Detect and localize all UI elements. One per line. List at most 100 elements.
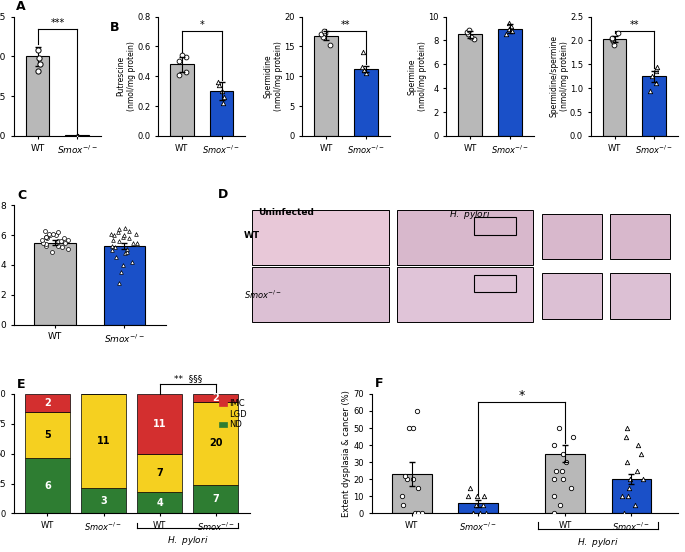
- Point: [181, 52, 192, 61]
- Point: [130, 229, 141, 238]
- Point: [468, 509, 479, 518]
- Point: [124, 233, 135, 242]
- Point: [607, 37, 618, 46]
- Bar: [542, 273, 601, 319]
- Point: [41, 232, 52, 241]
- Text: F: F: [375, 377, 384, 390]
- Point: [471, 501, 482, 509]
- Text: 7: 7: [156, 468, 163, 477]
- Point: [41, 232, 52, 241]
- Point: [549, 492, 560, 501]
- Point: [42, 233, 53, 242]
- Point: [73, 131, 84, 140]
- Point: [63, 235, 74, 244]
- Bar: [193, 485, 238, 513]
- Text: 3: 3: [100, 496, 107, 506]
- Point: [55, 237, 66, 246]
- Text: 20: 20: [209, 438, 223, 448]
- Text: $H.\ pylori$: $H.\ pylori$: [167, 534, 208, 546]
- Point: [623, 492, 634, 501]
- Point: [33, 54, 44, 62]
- Bar: [137, 454, 182, 492]
- Point: [180, 67, 191, 76]
- Point: [358, 66, 369, 75]
- Point: [44, 229, 55, 238]
- Point: [316, 30, 327, 39]
- Text: 4: 4: [156, 497, 163, 507]
- Point: [464, 25, 475, 34]
- Legend: IMC, LGD, ND: IMC, LGD, ND: [216, 396, 250, 433]
- Text: $H.\ pylori$: $H.\ pylori$: [577, 535, 619, 549]
- Point: [548, 440, 559, 449]
- Text: 11: 11: [97, 436, 110, 446]
- Point: [567, 432, 578, 441]
- Text: Uninfected: Uninfected: [258, 208, 314, 216]
- Point: [651, 67, 662, 76]
- Point: [38, 238, 49, 247]
- Point: [549, 509, 560, 518]
- Bar: [458, 34, 482, 136]
- Text: $H.\ pylori$: $H.\ pylori$: [449, 208, 490, 221]
- Point: [410, 509, 421, 518]
- Point: [48, 229, 59, 238]
- Point: [106, 229, 117, 238]
- Point: [479, 492, 490, 501]
- Point: [324, 41, 335, 50]
- Point: [132, 240, 142, 248]
- Point: [462, 492, 473, 501]
- Point: [462, 30, 473, 39]
- Point: [216, 87, 227, 95]
- Bar: [193, 402, 238, 485]
- Point: [411, 407, 422, 416]
- Point: [636, 449, 647, 458]
- Text: A: A: [16, 0, 25, 13]
- Point: [53, 237, 64, 246]
- Point: [112, 228, 123, 237]
- Bar: [252, 267, 388, 322]
- Point: [219, 93, 229, 102]
- Text: 2: 2: [212, 393, 219, 403]
- Text: **: **: [630, 20, 639, 30]
- Point: [558, 449, 569, 458]
- Bar: [137, 492, 182, 513]
- Point: [119, 231, 129, 240]
- Point: [505, 22, 516, 30]
- Bar: [474, 274, 516, 293]
- Bar: [25, 458, 70, 513]
- Point: [609, 41, 620, 50]
- Point: [462, 28, 473, 36]
- Text: $Smox^{-/-}$: $Smox^{-/-}$: [244, 289, 282, 301]
- Point: [113, 278, 124, 287]
- Point: [127, 238, 138, 247]
- Point: [319, 29, 330, 38]
- Point: [625, 475, 636, 484]
- Point: [469, 35, 479, 44]
- Bar: [354, 69, 377, 136]
- Text: 5: 5: [44, 430, 51, 440]
- Point: [506, 26, 517, 35]
- Point: [556, 466, 567, 475]
- Point: [481, 509, 492, 518]
- Point: [110, 243, 121, 252]
- Point: [118, 261, 129, 269]
- Y-axis label: Spermidine
(nmol/mg protein): Spermidine (nmol/mg protein): [263, 41, 283, 111]
- Point: [106, 246, 117, 254]
- Point: [60, 238, 71, 247]
- Point: [40, 240, 51, 248]
- Point: [40, 241, 51, 250]
- Point: [396, 492, 407, 501]
- Text: C: C: [17, 189, 26, 202]
- Point: [176, 51, 187, 60]
- Bar: [643, 76, 667, 136]
- Point: [616, 492, 627, 501]
- Point: [108, 231, 119, 240]
- Point: [122, 244, 133, 253]
- Point: [650, 79, 661, 88]
- Point: [319, 27, 329, 36]
- Point: [117, 232, 128, 241]
- Point: [32, 46, 43, 55]
- Point: [402, 475, 413, 484]
- Bar: [392, 474, 432, 513]
- Bar: [25, 394, 70, 412]
- Text: 11: 11: [153, 419, 166, 429]
